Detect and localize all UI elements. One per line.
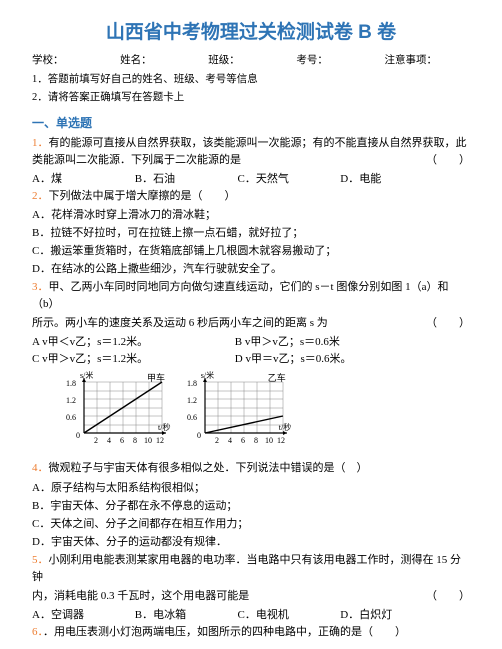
question-6-text: ．用电压表测小灯泡两端电压，如图所示的四种电路中，正确的是（ ） [43, 626, 406, 638]
label-school: 学校： [32, 55, 64, 66]
question-2: 2．下列做法中属于增大摩擦的是（ ） [32, 188, 470, 205]
question-1-options: A．煤 B．石油 C．天然气 D．电能 [32, 171, 470, 188]
q5-opt-a: A．空调器 [32, 607, 132, 624]
question-4-options: A．原子结构与太阳系结构很相似； B．宇宙天体、分子都在永不停息的运动； C．天… [32, 480, 470, 551]
chart-a-xlabel: t/秒 [158, 422, 170, 434]
question-4-text: 微观粒子与宇宙天体有很多相似之处．下列说法中错误的是（ ） [49, 462, 368, 474]
q5-opt-d: D．白炽灯 [340, 607, 440, 624]
svg-text:6: 6 [120, 436, 124, 445]
chart-b-ylabel: s/米 [201, 370, 214, 382]
question-3-blank: （ ） [426, 315, 470, 332]
svg-text:12: 12 [156, 436, 164, 445]
section-heading-1: 一、单选题 [32, 114, 470, 133]
question-5-text1: 小刚利用电能表测某家用电器的电功率．当电路中只有该用电器工作时，测得在 15 分… [32, 554, 461, 583]
q3-opt-c: C v甲＞v乙；s＝1.2米。 [32, 351, 232, 368]
svg-text:1.2: 1.2 [187, 396, 197, 405]
q3-charts: s/米 甲车 [62, 372, 470, 456]
q1-opt-c: C．天然气 [238, 171, 338, 188]
question-6-number: 6． [32, 626, 43, 638]
svg-text:2: 2 [215, 436, 219, 445]
note-1: 1．答题前填写好自己的姓名、班级、考号等信息 [32, 72, 470, 88]
q2-opt-a: A．花样滑冰时穿上滑冰刀的滑冰鞋； [32, 207, 470, 224]
q1-opt-a: A．煤 [32, 171, 132, 188]
question-5: 5．小刚利用电能表测某家用电器的电功率．当电路中只有该用电器工作时，测得在 15… [32, 552, 470, 586]
question-3-line2: 所示。两小车的速度关系及运动 6 秒后两小车之间的距离 s 为 （ ） [32, 315, 470, 332]
question-5-number: 5． [32, 554, 49, 566]
chart-b-container: s/米 乙车 1.8 1.2 0.6 [183, 372, 293, 456]
question-3: 3．甲、乙两小车同时同地同方向做匀速直线运动，它们的 s－t 图像分别如图 1（… [32, 279, 470, 313]
q3-opt-a: A v甲＜v乙；s＝1.2米。 [32, 334, 232, 351]
svg-text:0: 0 [197, 431, 201, 440]
question-3-number: 3． [32, 281, 49, 293]
label-note: 注意事项： [385, 55, 438, 66]
svg-text:2: 2 [94, 436, 98, 445]
q2-opt-b: B．拉链不好拉时，可在拉链上擦一点石蜡，就好拉了； [32, 225, 470, 242]
q4-opt-b: B．宇宙天体、分子都在永不停息的运动； [32, 498, 470, 515]
question-5-blank: （ ） [426, 588, 470, 605]
question-3-text1: 甲、乙两小车同时同地同方向做匀速直线运动，它们的 s－t 图像分别如图 1（a）… [32, 281, 448, 310]
label-name: 姓名： [120, 55, 152, 66]
header-fill-row: 学校： 姓名： 班级： 考号： 注意事项： [32, 53, 470, 69]
q5-opt-b: B．电冰箱 [135, 607, 235, 624]
chart-a-container: s/米 甲车 [62, 372, 172, 456]
svg-text:0.6: 0.6 [187, 413, 197, 422]
question-5-line2: 内，消耗电能 0.3 千瓦时，这个用电器可能是 （ ） [32, 588, 470, 605]
q3-opt-d: D v甲＝v乙；s＝0.6米。 [235, 351, 435, 368]
page-title: 山西省中考物理过关检测试卷 B 卷 [32, 18, 470, 47]
svg-text:4: 4 [107, 436, 111, 445]
question-5-options: A．空调器 B．电冰箱 C．电视机 D．白炽灯 [32, 607, 470, 624]
question-2-text: 下列做法中属于增大摩擦的是（ ） [49, 190, 236, 202]
svg-text:1.2: 1.2 [66, 396, 76, 405]
svg-text:1.8: 1.8 [66, 379, 76, 388]
question-2-options: A．花样滑冰时穿上滑冰刀的滑冰鞋； B．拉链不好拉时，可在拉链上擦一点石蜡，就好… [32, 207, 470, 278]
question-1: 1．有的能源可直接从自然界获取，该类能源叫一次能源；有的不能直接从自然界获取，此… [32, 135, 470, 169]
q4-opt-c: C．天体之间、分子之间都存在相互作用力； [32, 516, 470, 533]
note-2: 2．请将答案正确填写在答题卡上 [32, 90, 470, 106]
question-4-number: 4． [32, 462, 49, 474]
question-1-text: 有的能源可直接从自然界获取，该类能源叫一次能源；有的不能直接从自然界获取，此类能… [32, 137, 467, 166]
q2-opt-d: D．在结冰的公路上撒些细沙，汽车行驶就安全了。 [32, 261, 470, 278]
question-2-number: 2． [32, 190, 49, 202]
q4-opt-a: A．原子结构与太阳系结构很相似； [32, 480, 470, 497]
chart-b-xlabel: t/秒 [279, 422, 291, 434]
chart-a-series-label: 甲车 [147, 372, 165, 386]
label-examno: 考号： [296, 55, 328, 66]
question-3-options-row1: A v甲＜v乙；s＝1.2米。 B v甲＞v乙；s＝0.6米 [32, 334, 470, 351]
svg-text:1.8: 1.8 [187, 379, 197, 388]
label-class: 班级： [208, 55, 240, 66]
svg-text:10: 10 [144, 436, 152, 445]
question-1-blank: （ ） [426, 152, 470, 169]
svg-text:8: 8 [254, 436, 258, 445]
q3-opt-b: B v甲＞v乙；s＝0.6米 [235, 334, 435, 351]
svg-text:6: 6 [241, 436, 245, 445]
q5-opt-c: C．电视机 [238, 607, 338, 624]
q4-opt-d: D．宇宙天体、分子的运动都没有规律． [32, 534, 470, 551]
q1-opt-b: B．石油 [135, 171, 235, 188]
question-3-text2: 所示。两小车的速度关系及运动 6 秒后两小车之间的距离 s 为 [32, 317, 328, 329]
question-5-text2: 内，消耗电能 0.3 千瓦时，这个用电器可能是 [32, 590, 249, 602]
question-3-options-row2: C v甲＞v乙；s＝1.2米。 D v甲＝v乙；s＝0.6米。 [32, 351, 470, 368]
svg-text:12: 12 [277, 436, 285, 445]
svg-text:8: 8 [133, 436, 137, 445]
svg-text:0.6: 0.6 [66, 413, 76, 422]
question-4: 4．微观粒子与宇宙天体有很多相似之处．下列说法中错误的是（ ） [32, 460, 470, 477]
svg-text:0: 0 [76, 431, 80, 440]
chart-b-series-label: 乙车 [268, 372, 286, 386]
question-6: 6．．用电压表测小灯泡两端电压，如图所示的四种电路中，正确的是（ ） [32, 624, 470, 641]
question-1-number: 1． [32, 137, 49, 149]
chart-a-ylabel: s/米 [80, 370, 93, 382]
svg-text:4: 4 [228, 436, 232, 445]
q2-opt-c: C．搬运笨重货箱时，在货箱底部铺上几根圆木就容易搬动了； [32, 243, 470, 260]
q1-opt-d: D．电能 [340, 171, 440, 188]
svg-text:10: 10 [265, 436, 273, 445]
